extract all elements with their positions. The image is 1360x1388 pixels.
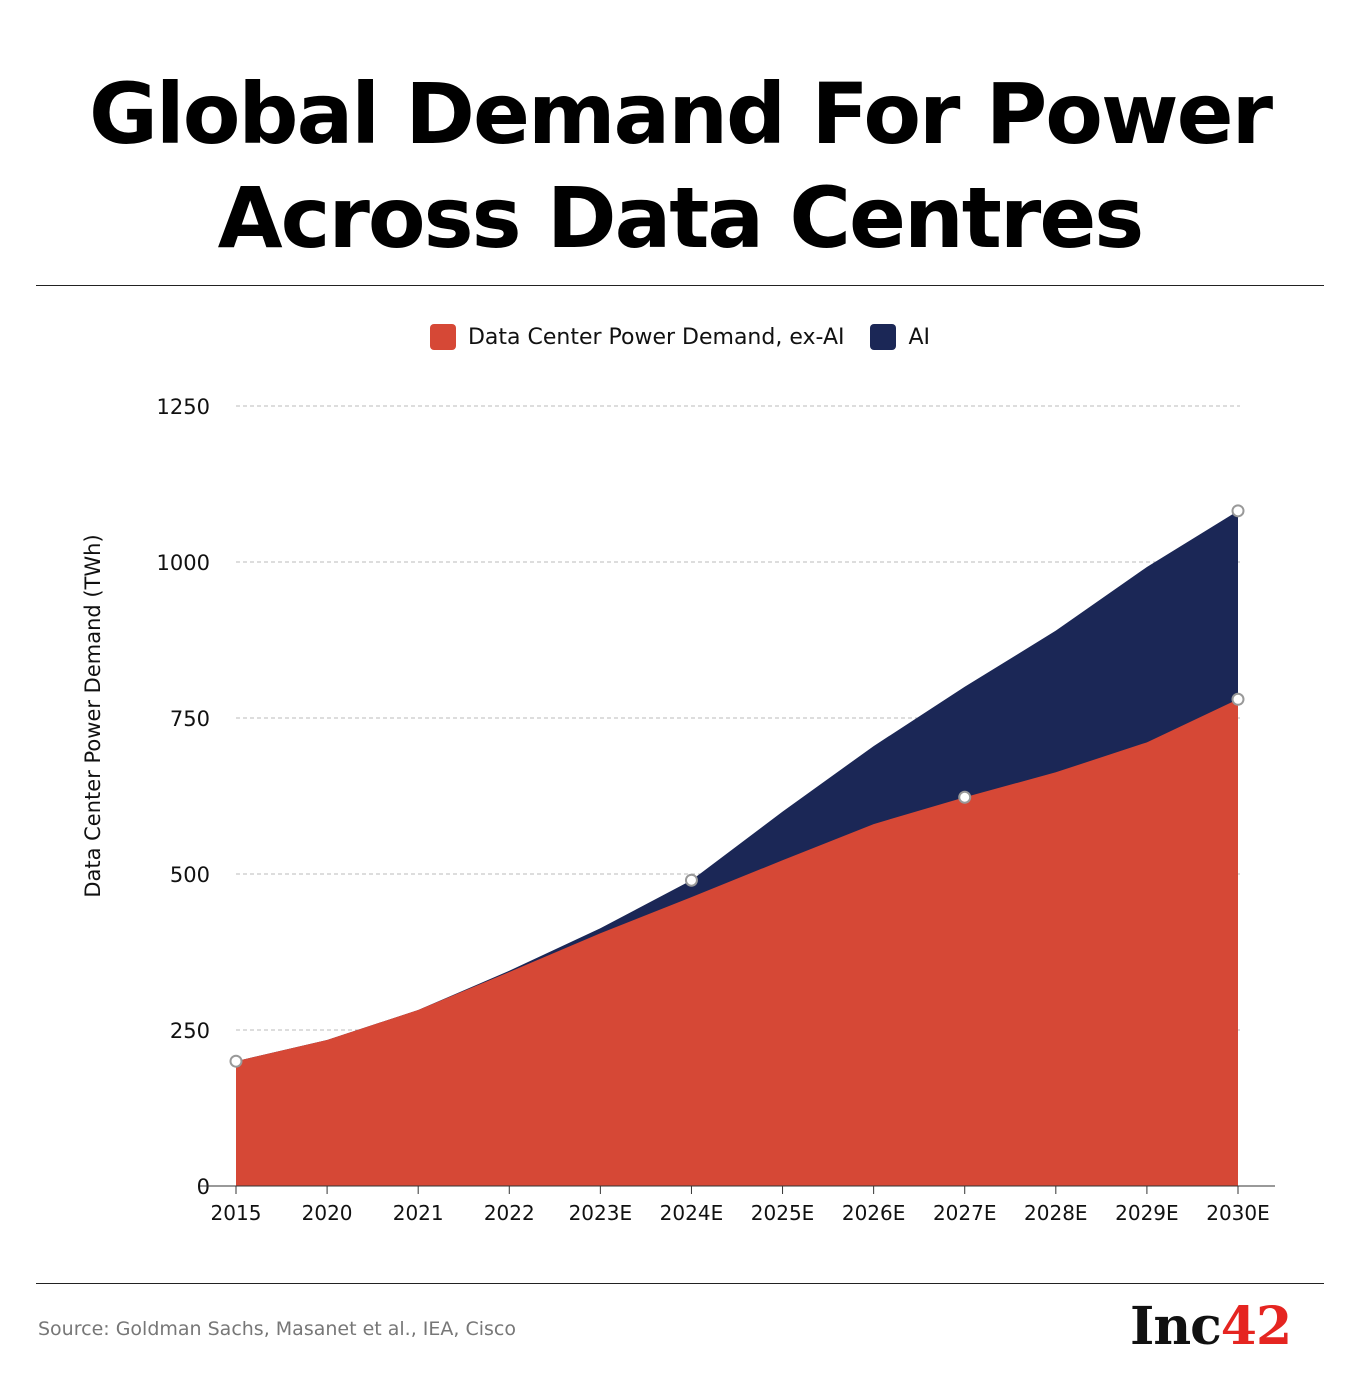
y-tick-label: 1000 — [157, 551, 210, 575]
x-tick-label: 2030E — [1206, 1201, 1270, 1225]
y-tick-label: 0 — [197, 1175, 210, 1199]
y-tick-label: 500 — [170, 863, 210, 887]
x-tick-label: 2021 — [393, 1201, 444, 1225]
x-tick-label: 2020 — [302, 1201, 353, 1225]
y-tick-label: 750 — [170, 707, 210, 731]
legend-swatch-ai — [870, 324, 897, 350]
y-tick-label: 1250 — [157, 395, 210, 419]
legend-label-ai: AI — [908, 324, 931, 350]
legend-item-ex-ai: Data Center Power Demand, ex-AI — [429, 324, 845, 350]
chart-title: Global Demand For Power Across Data Cent… — [88, 65, 1273, 267]
x-tick-label: 2028E — [1024, 1201, 1088, 1225]
data-point-marker — [1231, 504, 1245, 518]
source-note: Source: Goldman Sachs, Masanet et al., I… — [38, 1318, 517, 1340]
x-tick-label: 2024E — [660, 1201, 724, 1225]
x-tick-label: 2026E — [842, 1201, 906, 1225]
y-axis-label: Data Center Power Demand (TWh) — [81, 534, 105, 897]
footer-divider — [36, 1283, 1324, 1284]
legend-label-ex-ai: Data Center Power Demand, ex-AI — [467, 324, 845, 350]
x-tick-label: 2023E — [569, 1201, 633, 1225]
legend-item-ai: AI — [870, 324, 930, 350]
x-tick-label: 2022 — [484, 1201, 535, 1225]
x-tick-label: 2015 — [211, 1201, 262, 1225]
title-divider — [36, 285, 1324, 286]
data-point-marker — [1231, 692, 1245, 706]
x-tick-label: 2025E — [751, 1201, 815, 1225]
data-point-marker — [229, 1054, 243, 1068]
data-point-marker — [958, 790, 972, 804]
data-point-marker — [684, 873, 698, 887]
y-tick-label: 250 — [170, 1019, 210, 1043]
legend: Data Center Power Demand, ex-AI AI — [0, 324, 1360, 350]
x-tick-label: 2029E — [1115, 1201, 1179, 1225]
x-tick-label: 2027E — [933, 1201, 997, 1225]
inc42-logo: Inc42 — [1130, 1296, 1292, 1357]
legend-swatch-ex-ai — [429, 324, 456, 350]
area-series-ex-ai — [236, 699, 1238, 1186]
